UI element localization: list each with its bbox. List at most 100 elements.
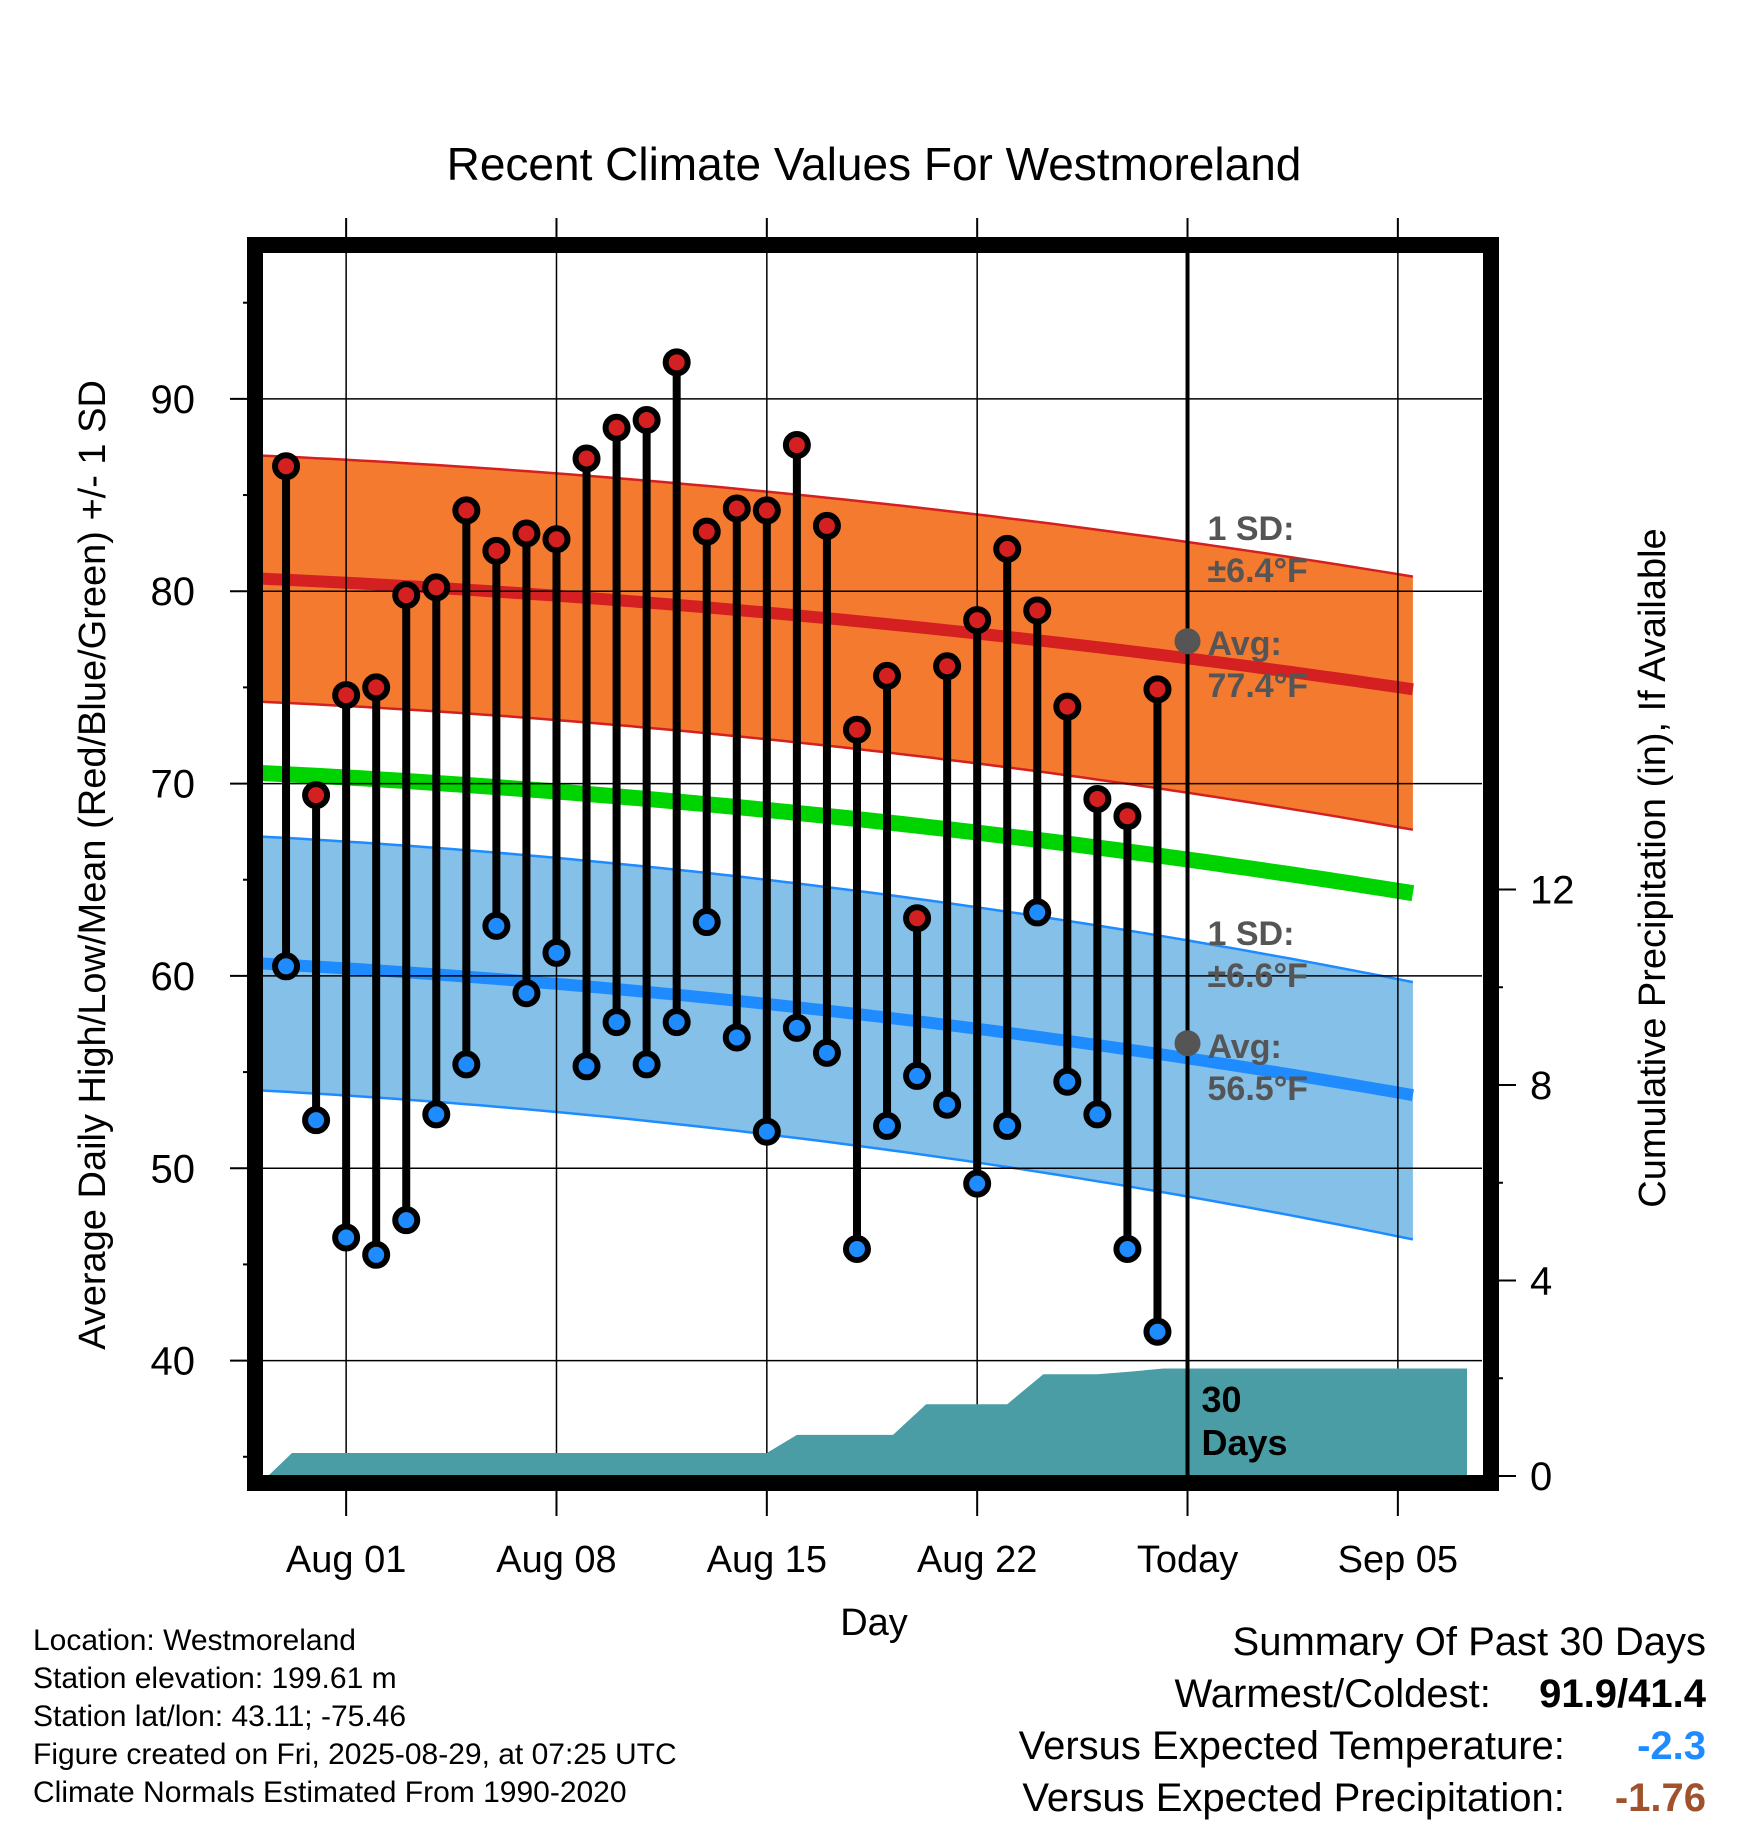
high-sd-label: 1 SD:	[1208, 510, 1295, 548]
daily-high-point	[662, 348, 691, 377]
daily-low-point	[933, 1090, 962, 1119]
temperature-label: Versus Expected Temperature:	[1018, 1724, 1565, 1768]
y2-tick-label: 12	[1530, 869, 1575, 913]
daily-high-point	[1143, 675, 1172, 704]
plot-area	[262, 245, 1482, 1476]
elevation-text: Station elevation: 199.61 m	[33, 1662, 397, 1695]
daily-high-point	[632, 406, 661, 435]
x-axis-label: Day	[840, 1602, 908, 1644]
summary-precipitation: Versus Expected Precipitation: -1.76	[1022, 1776, 1706, 1821]
low-avg-label: Avg:	[1208, 1028, 1282, 1066]
created-text: Figure created on Fri, 2025-08-29, at 07…	[33, 1738, 677, 1771]
warmest-coldest-label: Warmest/Coldest:	[1174, 1672, 1491, 1716]
x-tick-label: Aug 22	[917, 1539, 1037, 1581]
y2-tick-label: 4	[1530, 1260, 1552, 1304]
y2-tick-label: 0	[1530, 1455, 1552, 1499]
daily-low-point	[873, 1111, 902, 1140]
period-label-word: Days	[1202, 1422, 1288, 1463]
daily-low-point	[1113, 1235, 1142, 1264]
warmest-coldest-value: 91.9/41.4	[1539, 1672, 1706, 1716]
daily-low-point	[632, 1050, 661, 1079]
low-sd-label: 1 SD:	[1208, 915, 1295, 953]
daily-high-point	[1023, 596, 1052, 625]
daily-low-point	[1083, 1100, 1112, 1129]
daily-low-point	[692, 908, 721, 937]
daily-high-point	[272, 452, 301, 481]
high-sd-value: ±6.4°F	[1208, 552, 1308, 590]
daily-low-point	[842, 1235, 871, 1264]
daily-high-point	[542, 525, 571, 554]
period-label-number: 30	[1202, 1379, 1242, 1420]
precipitation-value: -1.76	[1614, 1776, 1706, 1820]
daily-low-point	[452, 1050, 481, 1079]
daily-low-point	[332, 1223, 361, 1252]
daily-high-point	[812, 511, 841, 540]
plot-frame	[247, 237, 1499, 1491]
daily-low-point	[782, 1013, 811, 1042]
low-sd-value: ±6.6°F	[1208, 957, 1308, 995]
daily-high-point	[782, 431, 811, 460]
daily-low-point	[272, 952, 301, 981]
precipitation-label: Versus Expected Precipitation:	[1022, 1776, 1565, 1820]
daily-low-point	[512, 979, 541, 1008]
daily-high-point	[392, 581, 421, 610]
station-info: Location: Westmoreland Station elevation…	[33, 1622, 677, 1812]
daily-low-point	[392, 1206, 421, 1235]
y-tick-label: 80	[151, 570, 196, 614]
daily-low-point	[302, 1106, 331, 1135]
daily-high-point	[1113, 802, 1142, 831]
daily-high-point	[722, 494, 751, 523]
daily-low-point	[572, 1052, 601, 1081]
high-avg-label: Avg:	[1208, 625, 1282, 663]
y-tick-label: 60	[151, 955, 196, 999]
latlon-text: Station lat/lon: 43.11; -75.46	[33, 1700, 407, 1733]
daily-high-point	[842, 715, 871, 744]
high-avg-value: 77.4°F	[1208, 667, 1309, 705]
daily-low-point	[993, 1111, 1022, 1140]
temperature-value: -2.3	[1637, 1724, 1706, 1768]
normals-text: Climate Normals Estimated From 1990-2020	[33, 1776, 627, 1809]
x-tick-label: Aug 08	[496, 1539, 616, 1581]
daily-low-point	[903, 1061, 932, 1090]
daily-low-point	[722, 1023, 751, 1052]
y2-axis-label: Cumulative Precipitation (in), If Availa…	[1632, 528, 1674, 1207]
summary-temperature: Versus Expected Temperature: -2.3	[1019, 1724, 1706, 1769]
chart-title: Recent Climate Values For Westmoreland	[447, 138, 1302, 190]
daily-low-point	[1023, 898, 1052, 927]
summary-title: Summary Of Past 30 Days	[1232, 1620, 1706, 1664]
y-tick-label: 50	[151, 1147, 196, 1191]
y-tick-label: 70	[151, 763, 196, 807]
daily-high-point	[692, 517, 721, 546]
summary-warmest-coldest: Warmest/Coldest: 91.9/41.4	[1175, 1672, 1707, 1717]
daily-high-point	[512, 519, 541, 548]
daily-low-point	[752, 1117, 781, 1146]
daily-high-point	[933, 652, 962, 681]
daily-low-point	[1053, 1067, 1082, 1096]
daily-low-point	[482, 911, 511, 940]
daily-high-point	[963, 606, 992, 635]
daily-high-point	[602, 413, 631, 442]
daily-high-point	[993, 534, 1022, 563]
daily-low-point	[422, 1100, 451, 1129]
daily-high-point	[302, 781, 331, 810]
daily-high-point	[873, 661, 902, 690]
x-tick-label: Today	[1137, 1539, 1238, 1581]
high-sd-upper-line	[262, 454, 1414, 578]
x-tick-label: Sep 05	[1338, 1539, 1458, 1581]
daily-high-point	[1083, 784, 1112, 813]
daily-high-point	[903, 904, 932, 933]
y2-tick-label: 8	[1530, 1064, 1552, 1108]
daily-high-point	[362, 673, 391, 702]
daily-low-point	[662, 1008, 691, 1037]
daily-low-point	[1143, 1317, 1172, 1346]
daily-low-point	[963, 1169, 992, 1198]
high-avg-marker	[1174, 628, 1201, 655]
daily-high-point	[482, 536, 511, 565]
daily-low-point	[602, 1008, 631, 1037]
y-tick-label: 90	[151, 378, 196, 422]
daily-high-point	[422, 573, 451, 602]
low-avg-marker	[1174, 1030, 1201, 1057]
daily-high-point	[452, 496, 481, 525]
x-tick-label: Aug 01	[286, 1539, 406, 1581]
